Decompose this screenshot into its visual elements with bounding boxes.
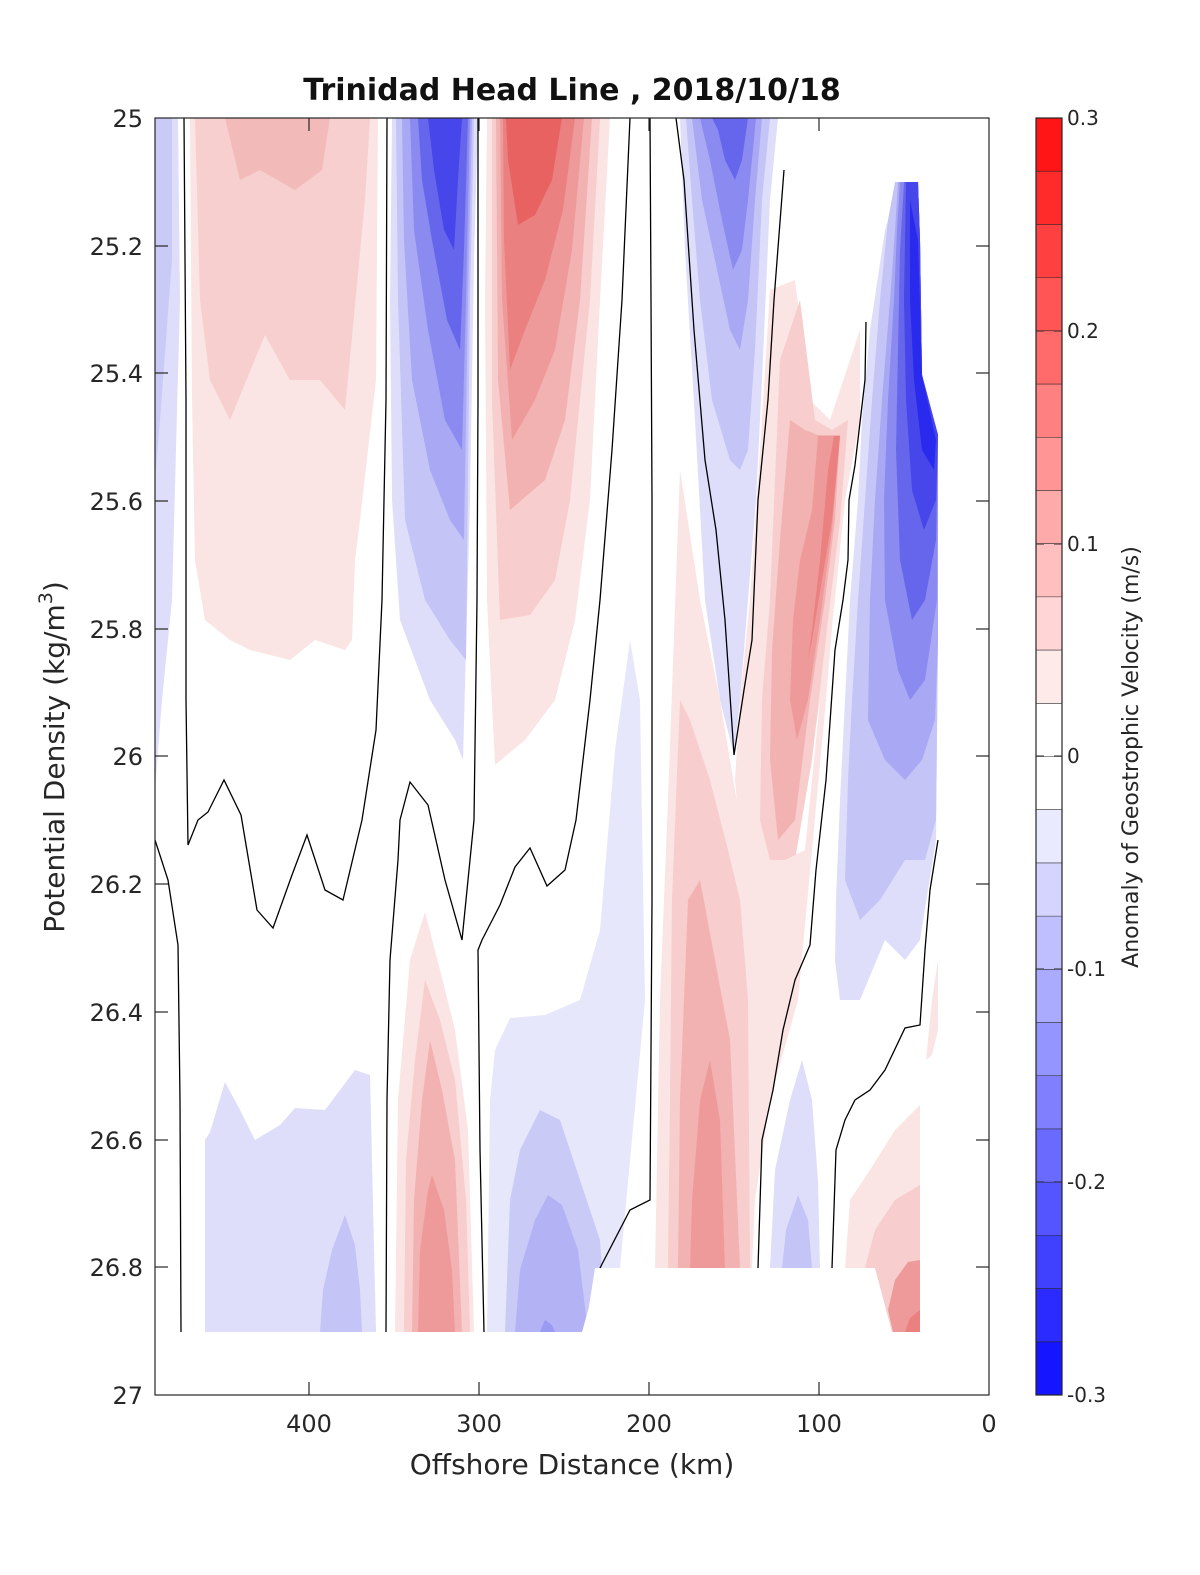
- zero-contour-line: [385, 118, 479, 1333]
- y-tick-label: 25.2: [90, 233, 143, 261]
- colorbar-band: [1036, 1022, 1062, 1077]
- colorbar-band: [1036, 171, 1062, 225]
- colorbar-band: [1036, 1075, 1062, 1130]
- colorbar-tick-label: 0.1: [1067, 532, 1099, 556]
- anomaly-blob-150km-negative: [680, 118, 778, 755]
- colorbar-band: [1036, 650, 1062, 704]
- anomaly-blob-50km-negative: [835, 182, 938, 1000]
- x-tick-label: 400: [286, 1410, 332, 1438]
- anomaly-blob-325km-deep-positive: [395, 912, 474, 1332]
- anomaly-blob-320km-negative: [390, 118, 478, 760]
- zero-contour-line: [831, 839, 939, 1269]
- zero-contour-lines: [155, 118, 939, 1333]
- x-tick-labels: 400 300 200 100 0: [286, 1410, 997, 1438]
- colorbar-tick-label: 0.2: [1067, 319, 1099, 343]
- velocity-contour-field: [155, 118, 939, 1333]
- y-tick-label: 26.8: [90, 1254, 143, 1282]
- x-tick-label: 200: [626, 1410, 672, 1438]
- anomaly-blob-270km-positive: [485, 118, 610, 765]
- colorbar-band: [1036, 1235, 1062, 1290]
- colorbar-bands: [1036, 118, 1062, 1396]
- colorbar-band: [1036, 330, 1062, 385]
- plot-area: 25 25.2 25.4 25.6 25.8 26 26.2 26.4 26.6…: [35, 105, 997, 1481]
- y-tick-label: 25.6: [90, 488, 143, 516]
- y-tick-label: 27: [112, 1382, 143, 1410]
- anomaly-blob-400km-deep-negative: [205, 1070, 376, 1332]
- anomaly-blob-offshore-negative: [155, 118, 180, 790]
- y-tick-label: 26.6: [90, 1127, 143, 1155]
- colorbar-tick-label: 0.3: [1067, 106, 1099, 130]
- colorbar-band: [1036, 969, 1062, 1024]
- y-tick-label: 26.4: [90, 999, 143, 1027]
- colorbar-band: [1036, 809, 1062, 864]
- colorbar-band: [1036, 862, 1062, 917]
- y-axis-label-close: ): [38, 581, 71, 592]
- colorbar-tick-marks: [1036, 330, 1062, 1183]
- colorbar-band: [1036, 490, 1062, 545]
- y-axis-label: Potential Density (kg/m3): [35, 581, 71, 933]
- colorbar-band: [1036, 916, 1062, 970]
- y-tick-marks: [155, 245, 989, 1268]
- y-tick-label: 26: [112, 743, 143, 771]
- anomaly-blob-155km-deep-positive: [655, 470, 836, 1268]
- zero-contour-line: [183, 118, 388, 930]
- colorbar-band: [1036, 1182, 1062, 1236]
- anomaly-blob-115km-deep-negative: [770, 1060, 820, 1268]
- x-axis-label: Offshore Distance (km): [410, 1448, 735, 1481]
- x-tick-marks: [308, 118, 820, 1395]
- x-tick-label: 100: [796, 1410, 842, 1438]
- colorbar-band: [1036, 277, 1062, 332]
- colorbar-tick-label: 0: [1067, 744, 1080, 768]
- y-tick-labels: 25 25.2 25.4 25.6 25.8 26 26.2 26.4 26.6…: [90, 105, 143, 1410]
- colorbar-label: Anomaly of Geostrophic Velocity (m/s): [1119, 546, 1144, 968]
- y-tick-label: 26.2: [90, 871, 143, 899]
- colorbar: 0.3 0.2 0.1 0 -0.1 -0.2 -0.3 Anomaly of …: [1035, 106, 1144, 1407]
- zero-contour-line: [757, 321, 867, 1269]
- y-axis-label-superscript: 3: [35, 592, 57, 604]
- colorbar-tick-label: -0.3: [1067, 1383, 1106, 1407]
- no-data-mask: [582, 1268, 892, 1332]
- y-tick-label: 25.4: [90, 360, 143, 388]
- colorbar-band: [1036, 1128, 1062, 1183]
- colorbar-band: [1036, 756, 1062, 811]
- colorbar-band: [1036, 224, 1062, 279]
- y-tick-label: 25.8: [90, 616, 143, 644]
- colorbar-band: [1036, 543, 1062, 598]
- colorbar-tick-label: -0.2: [1067, 1170, 1106, 1194]
- colorbar-band: [1036, 1341, 1062, 1396]
- anomaly-blob-110km-positive: [735, 280, 860, 880]
- chart-title: Trinidad Head Line , 2018/10/18: [303, 73, 840, 108]
- zero-contour-line: [477, 118, 631, 1333]
- y-axis-label-main: Potential Density (kg/m: [38, 604, 71, 933]
- colorbar-band: [1036, 118, 1062, 172]
- anomaly-blob-410km-positive: [190, 118, 378, 660]
- colorbar-band: [1036, 596, 1062, 651]
- zero-contour-line: [155, 839, 182, 1333]
- colorbar-tick-label: -0.1: [1067, 957, 1106, 981]
- anomaly-blob-260km-deep-negative: [487, 640, 645, 1332]
- colorbar-band: [1036, 437, 1062, 491]
- colorbar-band: [1036, 1288, 1062, 1343]
- colorbar-tick-labels: 0.3 0.2 0.1 0 -0.1 -0.2 -0.3: [1067, 106, 1106, 1407]
- colorbar-band: [1036, 703, 1062, 757]
- y-tick-label: 25: [112, 105, 143, 133]
- zero-contour-line: [599, 118, 653, 1269]
- x-tick-label: 300: [456, 1410, 502, 1438]
- colorbar-band: [1036, 384, 1062, 438]
- zero-contour-line: [675, 118, 785, 756]
- x-tick-label: 0: [981, 1410, 996, 1438]
